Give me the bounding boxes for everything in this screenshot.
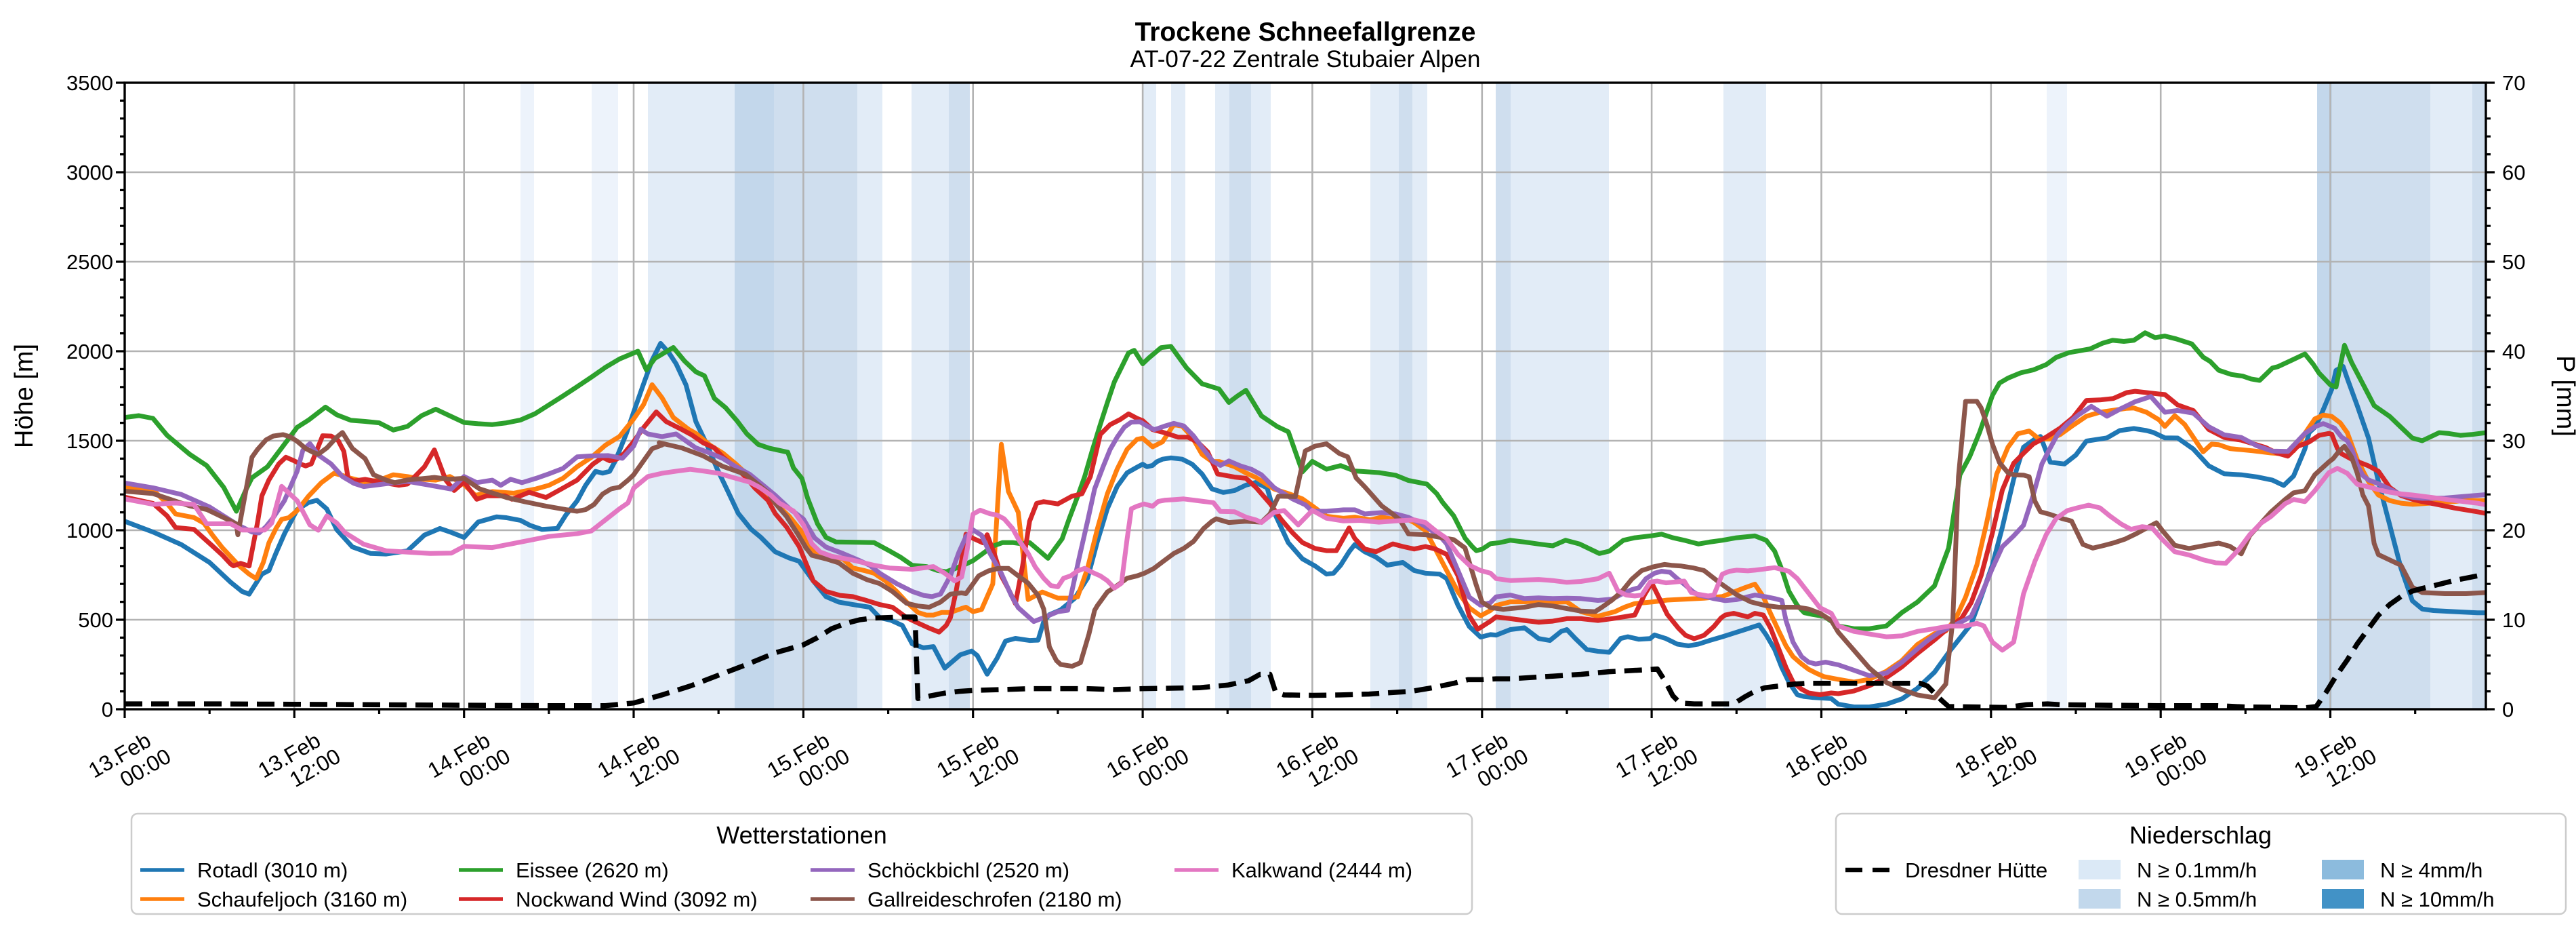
svg-text:Trockene Schneefallgrenze: Trockene Schneefallgrenze — [1135, 18, 1476, 47]
svg-text:N ≥ 0.5mm/h: N ≥ 0.5mm/h — [2137, 888, 2257, 911]
svg-text:50: 50 — [2502, 250, 2525, 274]
svg-text:N ≥ 4mm/h: N ≥ 4mm/h — [2380, 858, 2482, 882]
svg-text:1500: 1500 — [66, 429, 113, 453]
svg-text:3500: 3500 — [66, 71, 113, 95]
svg-text:3000: 3000 — [66, 161, 113, 184]
svg-text:1000: 1000 — [66, 519, 113, 542]
svg-text:N ≥ 0.1mm/h: N ≥ 0.1mm/h — [2137, 858, 2257, 882]
svg-text:Wetterstationen: Wetterstationen — [716, 821, 886, 849]
svg-text:2500: 2500 — [66, 250, 113, 274]
svg-text:Gallreideschrofen (2180 m): Gallreideschrofen (2180 m) — [867, 888, 1122, 911]
svg-text:Kalkwand (2444 m): Kalkwand (2444 m) — [1231, 858, 1412, 882]
svg-text:AT-07-22 Zentrale Stubaier Alp: AT-07-22 Zentrale Stubaier Alpen — [1130, 46, 1481, 73]
svg-text:Dresdner Hütte: Dresdner Hütte — [1905, 858, 2047, 882]
svg-text:0: 0 — [2502, 698, 2514, 721]
svg-text:Eissee (2620 m): Eissee (2620 m) — [516, 858, 669, 882]
svg-text:10: 10 — [2502, 608, 2525, 632]
svg-text:40: 40 — [2502, 340, 2525, 363]
svg-text:70: 70 — [2502, 71, 2525, 95]
svg-text:Schöckbichl (2520 m): Schöckbichl (2520 m) — [867, 858, 1069, 882]
svg-text:P [mm]: P [mm] — [2551, 355, 2576, 437]
svg-text:0: 0 — [102, 698, 113, 721]
svg-text:500: 500 — [78, 608, 113, 632]
svg-text:Rotadl (3010 m): Rotadl (3010 m) — [197, 858, 348, 882]
svg-text:30: 30 — [2502, 429, 2525, 453]
svg-text:20: 20 — [2502, 519, 2525, 542]
svg-text:Höhe [m]: Höhe [m] — [10, 344, 39, 448]
svg-text:60: 60 — [2502, 161, 2525, 184]
svg-text:Nockwand Wind (3092 m): Nockwand Wind (3092 m) — [516, 888, 758, 911]
svg-text:Niederschlag: Niederschlag — [2129, 821, 2272, 849]
svg-text:2000: 2000 — [66, 340, 113, 363]
svg-text:N ≥ 10mm/h: N ≥ 10mm/h — [2380, 888, 2495, 911]
svg-text:Schaufeljoch (3160 m): Schaufeljoch (3160 m) — [197, 888, 407, 911]
